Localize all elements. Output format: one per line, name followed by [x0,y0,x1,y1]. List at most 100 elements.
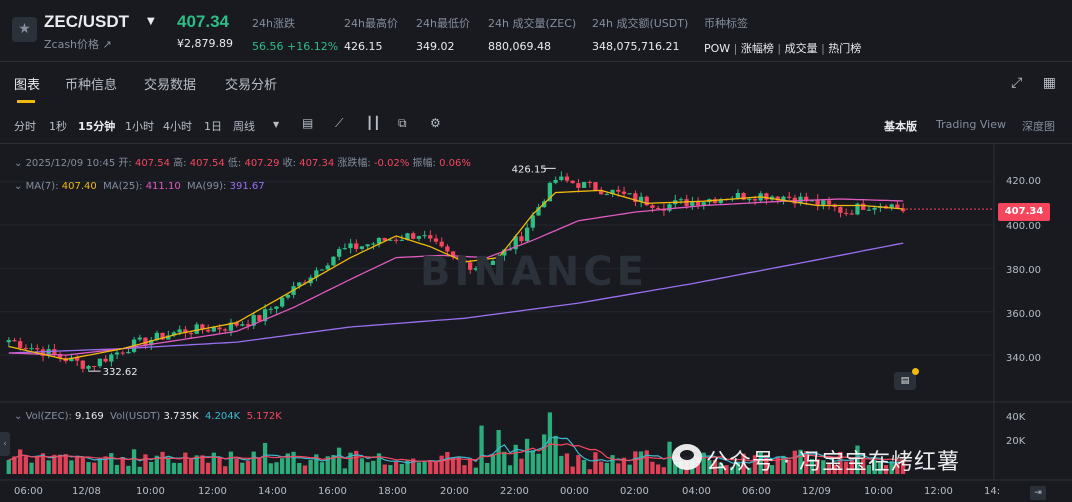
binance-watermark: BINANCE [420,249,648,295]
candle-body [228,322,234,331]
interval-15m[interactable]: 15分钟 [78,120,116,133]
volume-bar [319,462,325,474]
candle-body [735,192,741,199]
candle-body [200,324,205,330]
time-tick: 20:00 [440,486,469,497]
candle-body [900,208,906,212]
view-basic[interactable]: 基本版 [884,120,917,133]
legend-open: 407.54 [134,158,170,169]
candle-body [889,204,894,209]
chart-grid [0,144,1072,481]
layout-grid-icon[interactable]: ▦ [1042,75,1056,91]
volume-bar [473,467,478,474]
interval-4h[interactable]: 4小时 [163,120,192,133]
candle-body [354,243,359,249]
volume-tick: 20K [1006,436,1026,447]
tab-actions: ⤢ ▦ [995,75,1056,91]
symbol-dropdown-icon[interactable]: ▼ [147,16,155,27]
favorite-star-icon[interactable]: ★ [12,17,37,42]
chart-toolbar: 分时 1秒 15分钟 1小时 4小时 1日 周线 ▼ ▤ ⟋ ┃┃ ⧉ ⚙ 基本… [0,104,1072,144]
volume-bar [405,459,410,474]
candle-body [564,176,570,181]
ma7-line [8,189,904,361]
chevron-down-icon[interactable]: ⌄ [14,158,26,169]
candle-body [74,357,80,361]
volume-bar [131,449,137,474]
ma-legend: ⌄ MA(7): 407.40 MA(25): 411.10 MA(99): 3… [14,181,265,192]
volume-bar [439,455,444,474]
candle-body [701,202,706,206]
tab-trade-data[interactable]: 交易数据 [144,78,197,93]
time-tick: 10:00 [136,486,165,497]
coin-price-link[interactable]: Zcash价格 ↗ [44,38,112,51]
interval-week[interactable]: 周线 [233,120,255,133]
stat-label: 24h最低价 [416,17,470,30]
candle-body [576,183,581,188]
kline-chart[interactable]: 426.15 332.62 BINANCE [0,144,1072,502]
volume-bar [6,459,11,474]
interval-dropdown-icon[interactable]: ▼ [273,120,280,129]
low-marker-label: 332.62 [103,367,138,378]
ma-lines [8,189,904,361]
view-depth[interactable]: 深度图 [1022,120,1055,133]
calendar-icon[interactable]: ▤ [302,116,314,130]
volume-bar [120,456,125,474]
candle-body [513,236,518,250]
view-tradingview[interactable]: Trading View [936,118,1006,131]
interval-1h[interactable]: 1小时 [125,120,154,133]
volume-bar [507,465,513,474]
indicator-icon[interactable]: ⟋ [335,116,344,130]
interval-1d[interactable]: 1日 [204,120,222,133]
legend-close: 407.34 [299,158,335,169]
chevron-down-icon[interactable]: ⌄ [14,181,26,192]
drawing-tools-icon[interactable]: ⧉ [398,116,407,130]
stat-24h-turnover: 24h 成交额(USDT) 348,075,716.21 [592,15,688,53]
volume-bar [735,461,741,474]
time-tick: 14: [984,486,1001,497]
volume-bar [92,462,97,474]
settings-gear-icon[interactable]: ⚙ [430,116,441,130]
candle-body [655,207,661,209]
candle-body [519,236,524,242]
interval-timeline[interactable]: 分时 [14,120,36,133]
chevron-down-icon[interactable]: ⌄ [14,411,26,422]
stat-24h-volume: 24h 成交量(ZEC) 880,069.48 [488,15,576,53]
last-price: 407.34 [177,12,229,31]
stat-24h-change: 24h涨跌 56.56 +16.12% [252,15,338,53]
price-tick: 360.00 [1006,309,1041,320]
volume-bar [63,454,68,474]
tag-gainers[interactable]: 涨幅榜 [740,42,774,55]
candle-body [416,236,422,239]
tags-label: 币种标签 [704,17,748,30]
symbol-name[interactable]: ZEC/USDT [44,12,129,31]
orderbook-toggle-icon[interactable]: ▤ [894,372,916,390]
candle-body [439,241,444,247]
candle-body [764,193,769,200]
tag-pow[interactable]: POW [704,42,731,55]
tag-hot[interactable]: 热门榜 [828,42,862,55]
tab-trade-analysis[interactable]: 交易分析 [225,78,278,93]
volume-bar [399,463,404,474]
volume-bar [188,458,194,474]
legend-low-label: 低: [227,158,242,169]
stat-value: 426.15 [344,40,383,53]
collapse-left-icon[interactable]: ‹ [0,432,10,456]
volume-bar [627,464,632,474]
stat-24h-low: 24h最低价 349.02 [416,15,470,53]
volume-bar [371,460,376,474]
volume-bar [46,460,51,474]
tab-coin-info[interactable]: 币种信息 [65,78,118,93]
tab-chart[interactable]: 图表 [14,78,41,93]
scroll-to-latest-icon[interactable]: ⇥ [1030,486,1046,500]
time-tick: 12:00 [198,486,227,497]
candle-body [678,199,684,201]
candle-body [154,332,159,341]
fullscreen-icon[interactable]: ⤢ [1011,75,1023,91]
candle-style-icon[interactable]: ┃┃ [366,116,381,130]
interval-1s[interactable]: 1秒 [49,120,67,133]
tag-volume[interactable]: 成交量 [784,42,818,55]
volume-bar [855,445,860,474]
volume-bar [268,463,273,474]
candle-body [217,327,222,330]
volume-bar [547,412,553,474]
